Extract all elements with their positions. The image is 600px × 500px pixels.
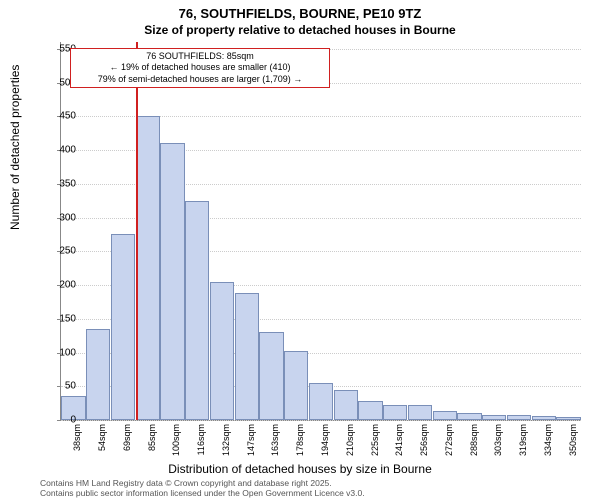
xtick-label: 54sqm — [97, 424, 107, 464]
xtick-label: 69sqm — [122, 424, 132, 464]
chart-subtitle: Size of property relative to detached ho… — [0, 21, 600, 41]
annotation-line-3: 79% of semi-detached houses are larger (… — [75, 74, 325, 85]
bar — [383, 405, 407, 420]
bar — [556, 417, 580, 420]
bar — [259, 332, 283, 420]
bar — [160, 143, 184, 420]
ytick-label: 50 — [46, 381, 76, 392]
bar — [86, 329, 110, 420]
ytick-label: 350 — [46, 178, 76, 189]
xtick-label: 116sqm — [196, 424, 206, 464]
bar — [210, 282, 234, 420]
ytick-label: 450 — [46, 111, 76, 122]
xtick-label: 132sqm — [221, 424, 231, 464]
xtick-label: 272sqm — [444, 424, 454, 464]
gridline — [61, 420, 581, 421]
footer-line-2: Contains public sector information licen… — [40, 488, 365, 498]
plot-area — [60, 42, 581, 421]
bar — [457, 413, 481, 420]
xtick-label: 38sqm — [72, 424, 82, 464]
ytick-label: 300 — [46, 212, 76, 223]
bar — [111, 234, 135, 420]
chart-container: 76, SOUTHFIELDS, BOURNE, PE10 9TZ Size o… — [0, 0, 600, 500]
bar — [408, 405, 432, 420]
ytick-label: 400 — [46, 145, 76, 156]
bar — [433, 411, 457, 420]
xtick-label: 319sqm — [518, 424, 528, 464]
ytick-label: 200 — [46, 280, 76, 291]
annotation-box: 76 SOUTHFIELDS: 85sqm← 19% of detached h… — [70, 48, 330, 88]
marker-line — [136, 42, 138, 420]
xtick-label: 178sqm — [295, 424, 305, 464]
bar — [482, 415, 506, 420]
xtick-label: 225sqm — [370, 424, 380, 464]
xtick-label: 163sqm — [270, 424, 280, 464]
bar — [358, 401, 382, 420]
y-axis-label: Number of detached properties — [8, 65, 22, 230]
ytick-label: 250 — [46, 246, 76, 257]
xtick-label: 194sqm — [320, 424, 330, 464]
ytick-label: 150 — [46, 313, 76, 324]
bar — [136, 116, 160, 420]
ytick-label: 100 — [46, 347, 76, 358]
bar — [507, 415, 531, 420]
bar — [532, 416, 556, 420]
annotation-line-2: ← 19% of detached houses are smaller (41… — [75, 62, 325, 73]
x-axis-label: Distribution of detached houses by size … — [0, 462, 600, 476]
bar — [309, 383, 333, 420]
annotation-line-1: 76 SOUTHFIELDS: 85sqm — [75, 51, 325, 62]
xtick-label: 210sqm — [345, 424, 355, 464]
bar — [284, 351, 308, 420]
xtick-label: 147sqm — [246, 424, 256, 464]
xtick-label: 85sqm — [147, 424, 157, 464]
xtick-label: 256sqm — [419, 424, 429, 464]
xtick-label: 303sqm — [493, 424, 503, 464]
footer-attribution: Contains HM Land Registry data © Crown c… — [40, 478, 365, 498]
bar — [235, 293, 259, 420]
bar — [185, 201, 209, 420]
footer-line-1: Contains HM Land Registry data © Crown c… — [40, 478, 365, 488]
xtick-label: 241sqm — [394, 424, 404, 464]
chart-title: 76, SOUTHFIELDS, BOURNE, PE10 9TZ — [0, 0, 600, 21]
xtick-label: 100sqm — [171, 424, 181, 464]
xtick-label: 350sqm — [568, 424, 578, 464]
xtick-label: 288sqm — [469, 424, 479, 464]
bar — [334, 390, 358, 420]
xtick-label: 334sqm — [543, 424, 553, 464]
